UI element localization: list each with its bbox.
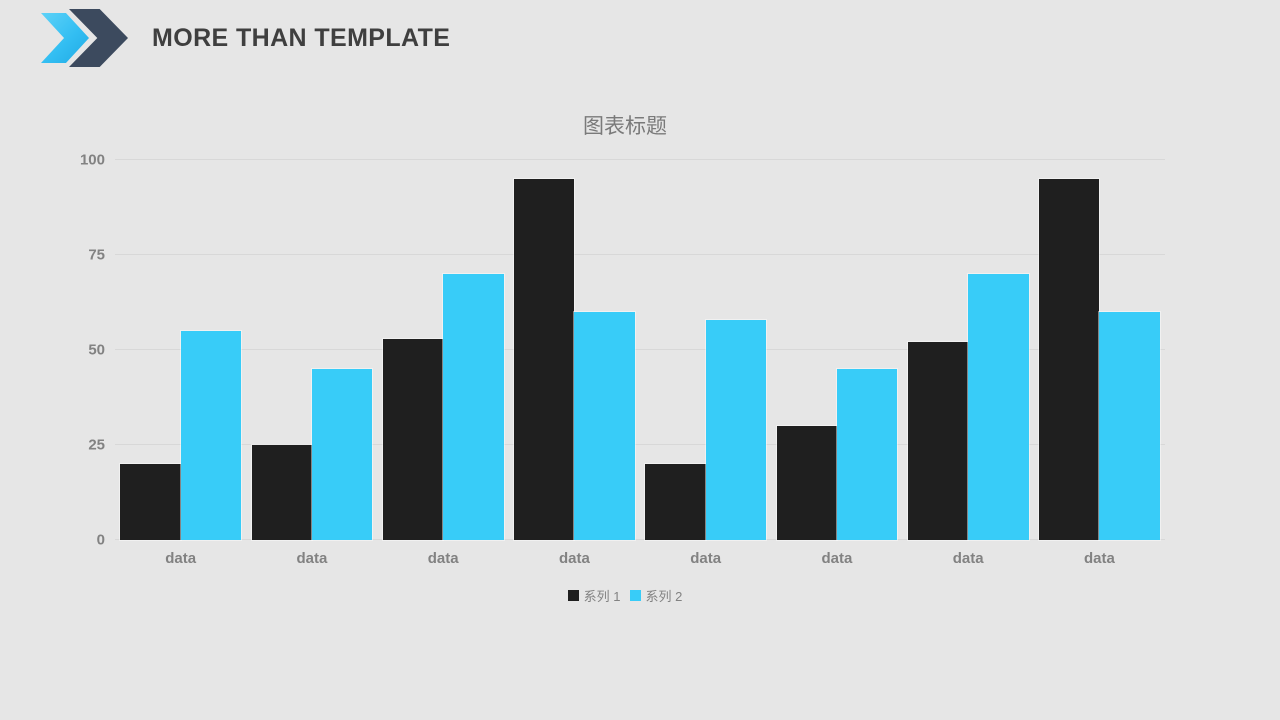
- bar-series-1: [120, 464, 181, 540]
- bar-group: [771, 160, 902, 540]
- x-tick-label: data: [558, 550, 590, 567]
- bar-group: [115, 160, 246, 540]
- gridline: [115, 539, 1165, 540]
- bar-group: [246, 160, 377, 540]
- legend-label: 系列 2: [645, 589, 683, 604]
- bar-series-1: [645, 464, 706, 540]
- bar-series-2: [1099, 312, 1160, 540]
- bar-series-1: [776, 426, 837, 540]
- legend-item-2: 系列 2: [629, 586, 683, 605]
- bar-series-1: [514, 179, 575, 540]
- y-tick-label: 0: [96, 531, 105, 549]
- bar-series-2: [968, 274, 1029, 540]
- plot-area: 0 25 50 75 100: [80, 153, 1165, 548]
- legend-swatch-icon: [567, 590, 579, 601]
- header-title: MORE THAN TEMPLATE: [152, 24, 451, 52]
- bar-series-1: [251, 445, 312, 540]
- bar-group: [1034, 160, 1165, 540]
- bar-group: [378, 160, 509, 540]
- x-tick-label: data: [427, 550, 459, 567]
- y-tick-label: 25: [88, 436, 105, 454]
- y-tick-label: 75: [88, 246, 105, 264]
- bar-series-1: [1039, 179, 1100, 540]
- gridline: [115, 349, 1165, 350]
- bar-groups: [115, 160, 1165, 540]
- x-axis-labels: data data data data data data data data: [115, 550, 1165, 567]
- legend-label: 系列 1: [583, 589, 621, 604]
- bar-series-2: [574, 312, 635, 540]
- x-tick-label: data: [296, 550, 328, 567]
- bar-series-2: [836, 369, 898, 540]
- bar-group: [640, 160, 771, 540]
- bar-series-2: [705, 319, 766, 540]
- bar-series-2: [311, 369, 373, 540]
- x-tick-label: data: [165, 550, 197, 567]
- bar-series-1: [382, 338, 444, 540]
- bar-series-2: [443, 274, 504, 540]
- legend-item-1: 系列 1: [567, 586, 621, 605]
- bar-group: [509, 160, 640, 540]
- bar-chart: 图表标题 0 25 50 75 100 data data data data data data…: [80, 100, 1170, 620]
- y-tick-label: 100: [79, 151, 105, 169]
- bar-series-1: [907, 342, 969, 540]
- x-tick-label: data: [1083, 550, 1115, 567]
- x-tick-label: data: [821, 550, 853, 567]
- x-tick-label: data: [952, 550, 984, 567]
- bar-series-2: [180, 331, 241, 540]
- chart-legend: 系列 1 系列 2: [80, 586, 1170, 605]
- gridline: [115, 254, 1165, 255]
- x-tick-label: data: [690, 550, 722, 567]
- double-chevron-logo: [40, 8, 132, 70]
- gridline: [115, 159, 1165, 160]
- chart-title: 图表标题: [583, 115, 667, 138]
- legend-swatch-icon: [629, 590, 641, 601]
- bar-group: [903, 160, 1034, 540]
- gridline: [115, 444, 1165, 445]
- y-tick-label: 50: [88, 341, 105, 359]
